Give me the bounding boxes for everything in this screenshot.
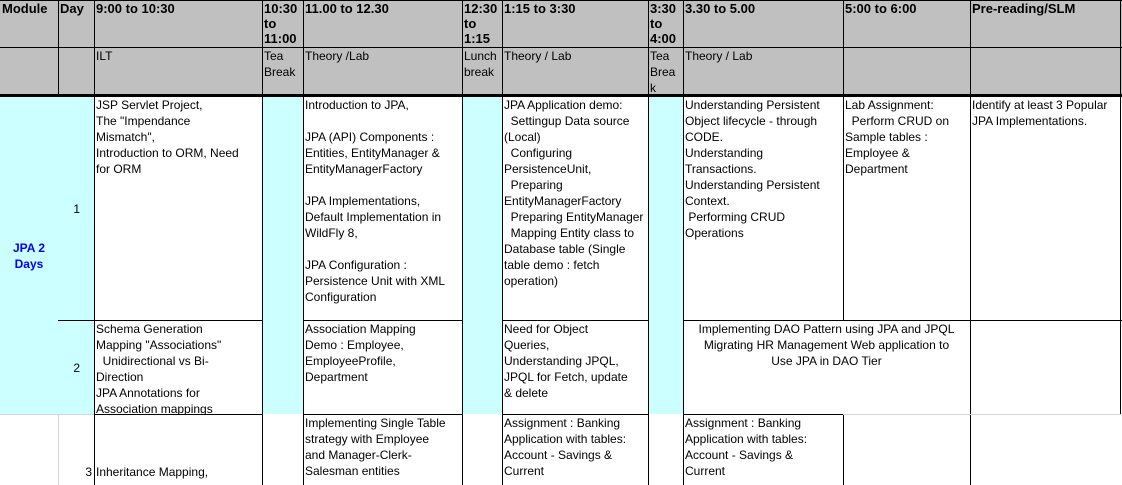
grid-day1-bottom-b <box>303 320 462 321</box>
header-slot-tea-break-1: 10:30 to 11:00 <box>262 0 303 47</box>
header-slot-5-6: 5:00 to 6:00 <box>843 0 970 47</box>
day1-slot-11-1230: Introduction to JPA, JPA (API) Component… <box>305 98 446 304</box>
grid-v-right <box>1120 0 1121 414</box>
day2-slot-9-1030: Schema Generation Mapping "Associations"… <box>96 322 222 414</box>
day-number-3: 3 <box>85 465 92 479</box>
day1-slot-330-5: Understanding Persistent Object lifecycl… <box>685 98 820 240</box>
grid-v-module <box>58 0 59 96</box>
subheader-module-blank <box>0 47 58 96</box>
grid-v-slot5 <box>648 0 649 485</box>
grid-day1-bottom-day <box>58 320 94 321</box>
header-slot-9-1030: 9:00 to 10:30 <box>94 0 262 47</box>
day2-slot-11-1230: Association Mapping Demo : Employee, Emp… <box>305 322 416 384</box>
tea-break-2-column <box>648 96 683 414</box>
grid-day1-bottom-a <box>94 320 262 321</box>
lunch-break-column <box>462 96 502 414</box>
grid-day1-bottom-c <box>502 320 648 321</box>
day1-slot-9-1030: JSP Servlet Project, The "Impendance Mis… <box>96 98 239 176</box>
header-day: Day <box>58 0 94 47</box>
gridlight-day3-top-left <box>0 414 94 415</box>
subheader-day-blank <box>58 47 94 96</box>
tea-break-1-column <box>262 96 303 414</box>
day-number-2: 2 <box>58 320 94 414</box>
grid-day2-bottom-c <box>502 414 648 415</box>
subheader-tea-break-1: Tea Break <box>262 47 303 96</box>
grid-v-slot7-upper <box>843 0 844 320</box>
subheader-ilt: ILT <box>94 47 262 96</box>
header-slot-tea-break-2: 3:30 to 4:00 <box>648 0 683 47</box>
day2-slot-115-330: Need for Object Queries, Understanding J… <box>504 322 628 400</box>
grid-v-slot2 <box>303 0 304 485</box>
grid-top <box>0 0 1122 1</box>
header-slot-11-1230: 11.00 to 12.30 <box>303 0 462 47</box>
grid-day2-bottom-a <box>94 414 262 415</box>
header-slot-lunch: 12:30 to 1:15 <box>462 0 502 47</box>
day3-lunch-break <box>462 414 502 485</box>
module-blank-day3 <box>0 414 58 485</box>
grid-v-slot7-lower <box>843 414 844 485</box>
grid-header-bottom <box>0 47 1122 48</box>
day3-slot-115-330: Assignment : Banking Application with ta… <box>504 416 627 478</box>
grid-v-day <box>94 0 95 485</box>
day3-slot-9-1030: Inheritance Mapping, <box>96 465 209 479</box>
day2-slot-330-6-merged: Implementing DAO Pattern using JPA and J… <box>698 322 955 368</box>
subheader-pre-reading-blank <box>970 47 1122 96</box>
grid-v-slot4 <box>502 0 503 485</box>
subheader-theory-lab-2: Theory / Lab <box>502 47 648 96</box>
gridlight-day3-top-right <box>843 414 1122 415</box>
module-name: JPA 2 Days <box>0 96 58 414</box>
header-slot-330-5: 3.30 to 5.00 <box>683 0 843 47</box>
grid-day1-bottom-d <box>683 320 1122 321</box>
gridlight-day3-module <box>58 414 59 485</box>
grid-v-slot6 <box>683 0 684 485</box>
grid-v-slot8 <box>970 0 971 485</box>
grid-day2-bottom-b <box>303 414 462 415</box>
header-module: Module <box>0 0 58 47</box>
day3-pre-reading <box>970 414 1122 485</box>
grid-v-slot3 <box>462 0 463 485</box>
day1-slot-115-330: JPA Application demo: Settingup Data sou… <box>504 98 644 288</box>
day2-pre-reading <box>970 320 1122 414</box>
subheader-theory-lab-3: Theory / Lab <box>683 47 843 96</box>
grid-v-slot1 <box>262 0 263 485</box>
day3-slot-11-1230: Implementing Single Table strategy with … <box>305 416 446 478</box>
day3-slot-5-6 <box>843 414 970 485</box>
subheader-lunch-break: Lunch break <box>462 47 502 96</box>
day-number-1: 1 <box>58 96 94 320</box>
day1-pre-reading: Identify at least 3 Popular JPA Implemen… <box>972 98 1108 128</box>
day3-tea-break-1 <box>262 414 303 485</box>
grid-day2-bottom-d <box>683 414 843 415</box>
subheader-theory-lab-1: Theory /Lab <box>303 47 462 96</box>
grid-subheader-bottom <box>0 94 1122 97</box>
header-pre-reading: Pre-reading/SLM <box>970 0 1122 47</box>
day3-slot-330-5: Assignment : Banking Application with ta… <box>685 416 808 478</box>
subheader-tea-break-2: Tea Brea k <box>648 47 683 96</box>
day1-slot-5-6: Lab Assignment: Perform CRUD on Sample t… <box>845 98 950 176</box>
header-slot-115-330: 1:15 to 3:30 <box>502 0 648 47</box>
subheader-5-6-blank <box>843 47 970 96</box>
day3-tea-break-2 <box>648 414 683 485</box>
